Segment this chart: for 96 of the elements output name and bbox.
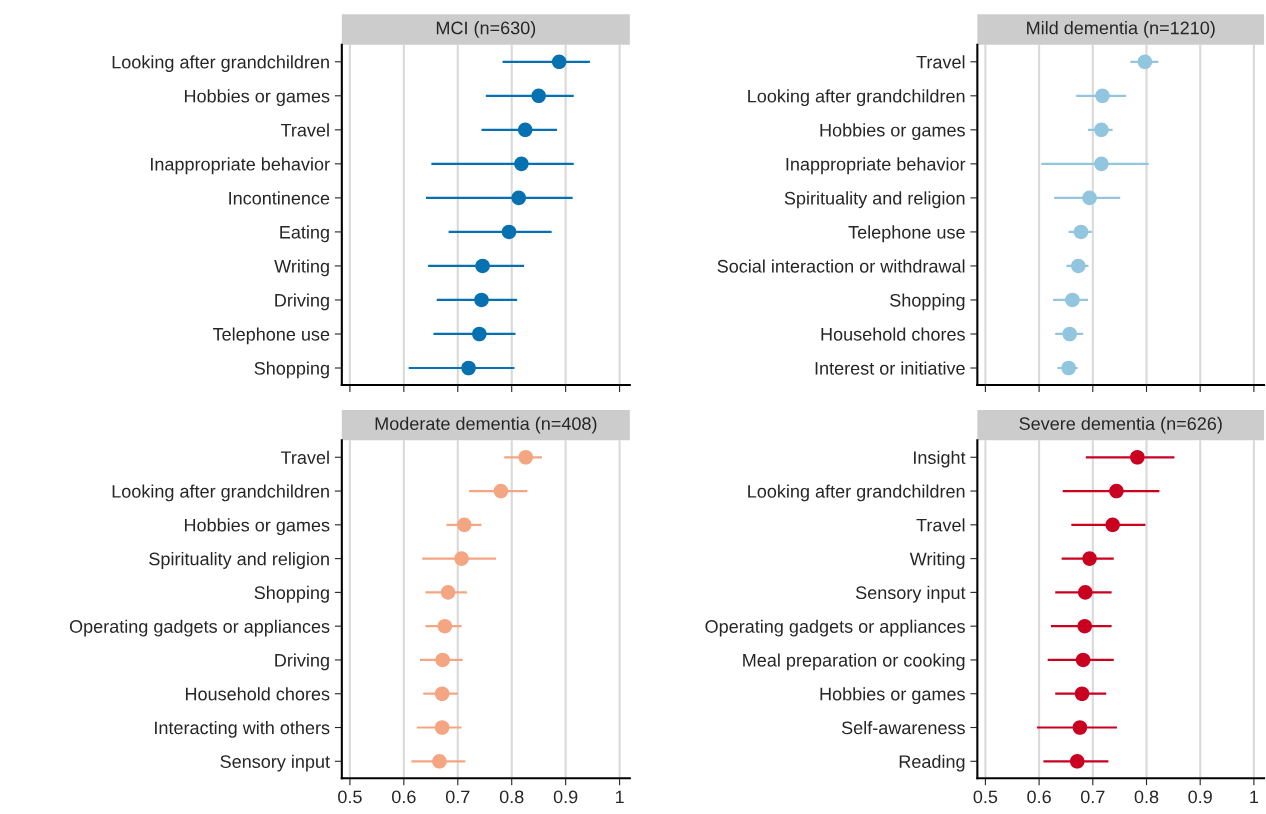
- point: [493, 483, 509, 499]
- y-tick-label: Social interaction or withdrawal: [717, 259, 965, 273]
- chart-title: Moderate dementia (n=408): [375, 416, 597, 434]
- y-tick-label: Self-awareness: [841, 720, 965, 735]
- x-tick-label: 0.8: [1134, 790, 1159, 804]
- y-tick-label: Looking after grandchildren: [748, 484, 965, 502]
- point: [1137, 54, 1153, 70]
- chart-title: Severe dementia (n=626): [1019, 416, 1222, 434]
- point: [434, 720, 450, 735]
- x-tick-label: 1: [615, 790, 624, 804]
- point: [551, 54, 567, 70]
- point: [435, 652, 450, 668]
- point: [434, 686, 450, 702]
- y-tick-label: Sensory input: [220, 754, 330, 772]
- point: [1069, 754, 1085, 769]
- point: [1072, 720, 1088, 735]
- point: [1062, 326, 1077, 342]
- y-tick-label: Driving: [275, 653, 329, 671]
- y-tick-label: Writing: [909, 552, 965, 569]
- y-tick-label: Writing: [274, 259, 329, 277]
- y-tick-label: Shopping: [890, 293, 965, 311]
- point: [1061, 360, 1076, 376]
- point: [474, 292, 489, 308]
- y-tick-label: Looking after grandchildren: [112, 55, 329, 73]
- point: [1073, 224, 1089, 240]
- point: [1077, 618, 1093, 634]
- y-tick-label: Inappropriate behavior: [151, 157, 330, 175]
- x-tick-label: 0.7: [445, 790, 470, 804]
- y-tick-label: Incontinence: [229, 191, 330, 205]
- point: [1094, 156, 1109, 172]
- chart-title: MCI (n=630): [436, 21, 536, 38]
- x-tick-label: 0.6: [1027, 790, 1051, 804]
- y-tick-label: Looking after grandchildren: [748, 89, 965, 107]
- y-tick-label: Interacting with others: [155, 720, 330, 738]
- x-tick-label: 0.5: [973, 790, 998, 804]
- y-tick-label: Telephone use: [212, 327, 330, 345]
- point: [1075, 652, 1091, 668]
- point: [456, 517, 472, 533]
- y-tick-label: Spirituality and religion: [149, 552, 329, 569]
- point: [472, 326, 487, 342]
- y-tick-label: Operating gadgets or appliances: [69, 619, 330, 637]
- point: [1109, 483, 1124, 499]
- y-tick-label: Hobbies or games: [184, 518, 330, 536]
- x-tick-label: 0.8: [499, 790, 524, 804]
- x-tick-label: 0.9: [1188, 790, 1212, 804]
- y-tick-label: Inappropriate behavior: [786, 157, 966, 175]
- point: [1074, 686, 1090, 702]
- y-tick-label: Shopping: [254, 585, 329, 603]
- point: [461, 360, 476, 376]
- x-tick-label: 0.5: [338, 790, 362, 804]
- point: [518, 449, 534, 465]
- point: [514, 156, 529, 172]
- point: [437, 618, 453, 634]
- y-tick-label: Spirituality and religion: [784, 191, 965, 209]
- y-tick-label: Travel: [280, 123, 329, 137]
- point: [511, 190, 527, 206]
- y-tick-label: Eating: [280, 225, 329, 243]
- point: [501, 224, 517, 240]
- y-tick-label: Household chores: [821, 327, 965, 341]
- x-tick-label: 0.6: [392, 790, 416, 804]
- point: [475, 258, 490, 274]
- y-tick-label: Operating gadgets or appliances: [705, 619, 965, 637]
- y-tick-label: Insight: [914, 450, 966, 468]
- point: [1071, 258, 1086, 274]
- y-tick-label: Hobbies or games: [184, 89, 330, 107]
- point: [1082, 551, 1097, 566]
- y-tick-label: Sensory input: [855, 585, 966, 603]
- y-tick-label: Household chores: [185, 687, 330, 701]
- point: [1130, 449, 1145, 465]
- point: [1105, 517, 1120, 533]
- y-tick-label: Hobbies or games: [820, 123, 965, 141]
- y-tick-label: Reading: [899, 754, 965, 772]
- x-tick-label: 0.9: [553, 790, 578, 804]
- point: [1094, 122, 1109, 138]
- x-tick-label: 0.7: [1080, 790, 1105, 804]
- point: [1082, 190, 1097, 206]
- point: [1095, 88, 1110, 104]
- y-tick-label: Travel: [916, 55, 965, 69]
- point: [531, 88, 546, 104]
- y-tick-label: Hobbies or games: [820, 687, 965, 705]
- point: [454, 551, 469, 566]
- chart-title: Mild dementia (n=1210): [1027, 21, 1215, 38]
- y-tick-label: Shopping: [254, 361, 329, 379]
- y-tick-label: Travel: [280, 450, 329, 464]
- y-tick-label: Interest or initiative: [815, 361, 965, 375]
- x-tick-label: 1: [1250, 790, 1259, 804]
- y-tick-label: Meal preparation or cooking: [743, 653, 965, 671]
- y-tick-label: Telephone use: [848, 225, 965, 243]
- y-tick-label: Driving: [275, 293, 329, 311]
- point: [432, 754, 447, 769]
- point: [1078, 585, 1093, 600]
- y-tick-label: Travel: [916, 518, 965, 532]
- point: [1065, 292, 1080, 308]
- point: [440, 585, 456, 600]
- y-tick-label: Looking after grandchildren: [112, 484, 329, 502]
- point: [517, 122, 533, 138]
